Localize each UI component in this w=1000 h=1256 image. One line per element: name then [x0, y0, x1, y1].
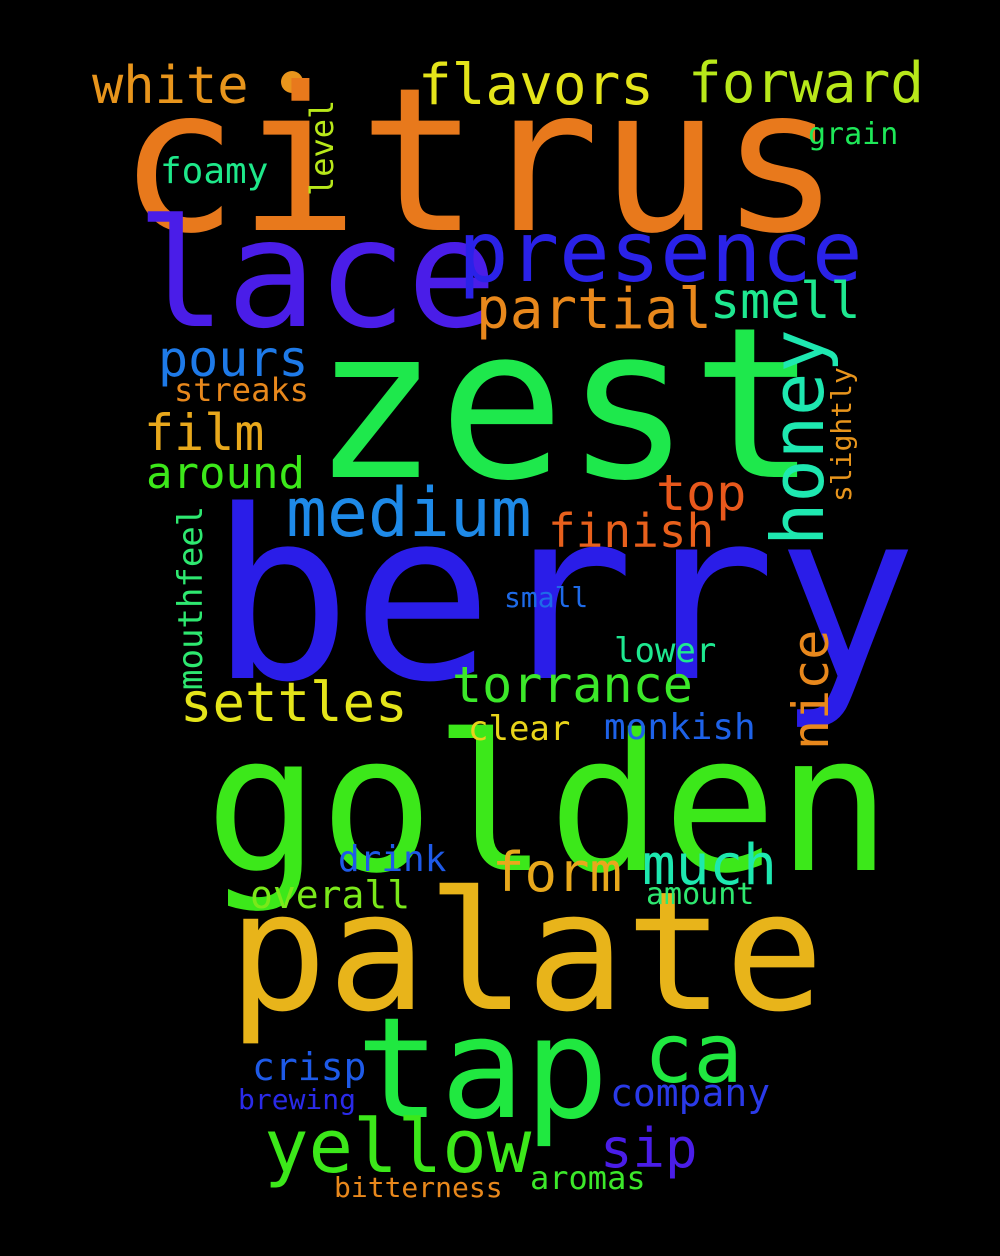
- word-top: top: [656, 464, 747, 522]
- word-lower: lower: [614, 631, 717, 671]
- word-monkish: monkish: [604, 707, 756, 748]
- word-medium: medium: [286, 474, 532, 553]
- word-honey: honey: [756, 329, 840, 546]
- word-crisp: crisp: [252, 1045, 367, 1089]
- word-mouthfeel: mouthfeel: [171, 505, 211, 690]
- word-grain: grain: [808, 117, 899, 152]
- word-ca: ca: [644, 1007, 743, 1102]
- word-settles: settles: [180, 671, 408, 734]
- word-brewing: brewing: [238, 1083, 357, 1116]
- word-nice: nice: [782, 629, 840, 750]
- word-foamy: foamy: [160, 151, 269, 192]
- bullet-dot: [281, 71, 303, 93]
- word-bitterness: bitterness: [334, 1171, 503, 1204]
- word-small: small: [504, 581, 589, 614]
- word-presence: presence: [458, 203, 863, 301]
- word-finish: finish: [548, 504, 715, 558]
- word-overall: overall: [250, 873, 411, 917]
- word-white: white: [92, 56, 249, 116]
- word-lace: lace: [136, 188, 498, 362]
- word-zest: zest: [312, 282, 818, 527]
- word-golden: golden: [205, 694, 892, 915]
- word-amount: amount: [646, 877, 755, 912]
- word-clear: clear: [468, 709, 571, 749]
- word-partial: partial: [476, 277, 713, 342]
- word-pours: pours: [158, 330, 309, 388]
- word-aromas: aromas: [530, 1159, 646, 1197]
- word-much: much: [642, 833, 777, 898]
- word-drink: drink: [338, 839, 447, 880]
- word-yellow: yellow: [264, 1104, 532, 1190]
- word-company: company: [610, 1071, 771, 1115]
- word-flavors: flavors: [418, 53, 655, 118]
- word-palate: palate: [228, 856, 825, 1048]
- word-torrance: torrance: [452, 656, 693, 714]
- word-smell: smell: [710, 272, 861, 330]
- word-streaks: streaks: [174, 371, 309, 409]
- word-form: form: [492, 841, 623, 904]
- word-berry: berry: [210, 461, 918, 734]
- word-slightly: slightly: [825, 367, 858, 502]
- word-tap: tap: [356, 988, 609, 1151]
- word-film: film: [144, 404, 265, 462]
- word-citrus: citrus: [118, 45, 841, 278]
- word-sip: sip: [600, 1117, 698, 1180]
- word-around: around: [146, 448, 305, 499]
- word-forward: forward: [688, 51, 925, 116]
- word-level: level: [303, 99, 341, 196]
